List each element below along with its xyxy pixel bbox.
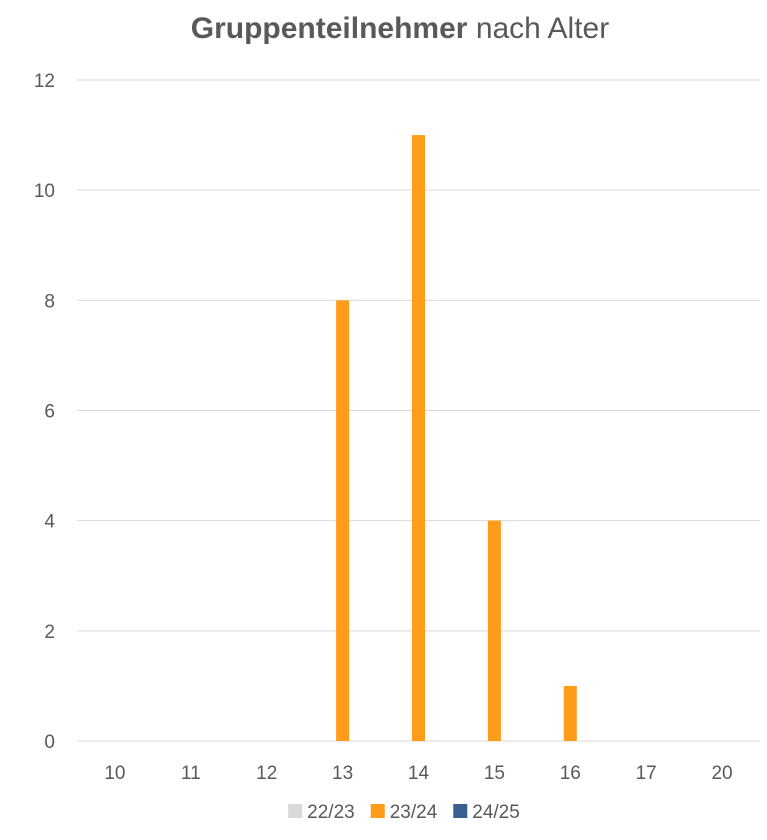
chart-title: Gruppenteilnehmer nach Alter	[191, 12, 609, 45]
x-tick-label: 20	[711, 763, 732, 784]
bar-23-24-14	[412, 135, 425, 742]
x-tick-label: 10	[104, 763, 125, 784]
bars	[336, 135, 577, 742]
legend: 22/23 23/24 24/25	[288, 802, 520, 823]
chart-title-rest: nach Alter	[476, 12, 609, 45]
x-tick-label: 16	[560, 763, 581, 784]
x-tick-label: 13	[332, 763, 353, 784]
legend-label: 23/24	[390, 802, 438, 823]
legend-swatch-22-23	[288, 804, 303, 818]
x-tick-label: 14	[408, 763, 430, 784]
y-tick-label: 6	[44, 402, 55, 423]
y-tick-label: 12	[34, 71, 55, 92]
y-tick-label: 0	[44, 732, 55, 753]
bar-23-24-16	[563, 685, 577, 741]
x-tick-label: 11	[181, 763, 201, 784]
y-axis: 0 2 4 6 8 10 12	[34, 71, 56, 753]
x-tick-label: 15	[484, 763, 505, 784]
x-axis: 10 11 12 13 14 15 16 17 20	[104, 763, 732, 784]
chart-title-gap	[467, 12, 475, 45]
x-tick-label: 17	[636, 763, 657, 784]
x-tick-label: 12	[256, 763, 277, 784]
y-tick-label: 10	[34, 181, 55, 202]
bar-23-24-13	[336, 300, 350, 741]
y-tick-label: 8	[44, 291, 55, 312]
bar-23-24-15	[487, 520, 501, 741]
legend-label: 24/25	[472, 802, 520, 823]
chart-title-bold: Gruppenteilnehmer	[191, 12, 468, 45]
legend-label: 22/23	[307, 802, 355, 823]
y-tick-label: 2	[44, 622, 55, 643]
legend-swatch-23-24	[370, 804, 385, 818]
legend-swatch-24-25	[453, 804, 468, 818]
y-tick-label: 4	[44, 512, 55, 533]
